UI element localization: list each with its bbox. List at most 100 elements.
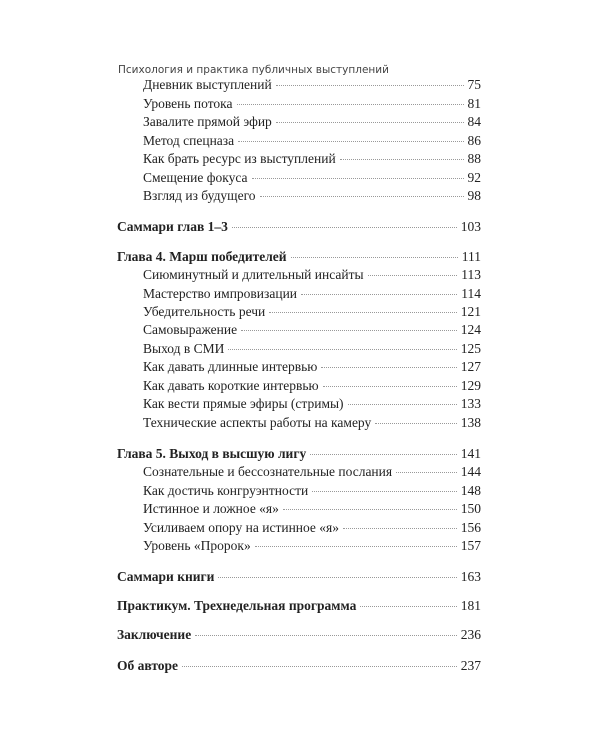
dot-leader xyxy=(282,509,457,510)
dot-leader xyxy=(238,141,464,142)
entry-title: Убедительность речи xyxy=(143,304,266,319)
dot-leader xyxy=(360,606,457,607)
page-number: 129 xyxy=(460,378,481,393)
page-number: 163 xyxy=(460,569,481,584)
page-number: 236 xyxy=(460,627,481,642)
dot-leader xyxy=(275,122,464,123)
entry-title: Взгляд из будущего xyxy=(143,188,256,203)
dot-leader xyxy=(339,159,464,160)
dot-leader xyxy=(182,666,457,667)
toc-entry: Взгляд из будущего 98 xyxy=(143,187,481,205)
page-number: 127 xyxy=(460,359,481,374)
page-number: 121 xyxy=(460,304,481,319)
dot-leader xyxy=(259,196,464,197)
page-number: 237 xyxy=(460,658,481,673)
page-number: 157 xyxy=(460,538,481,553)
running-header: Психология и практика публичных выступле… xyxy=(118,64,389,76)
entry-title: Глава 4. Марш победителей xyxy=(117,249,287,264)
entry-title: Сиюминутный и длительный инсайты xyxy=(143,267,364,282)
dot-leader xyxy=(367,275,458,276)
entry-title: Истинное и ложное «я» xyxy=(143,501,279,516)
toc-entry: Выход в СМИ 125 xyxy=(143,340,481,358)
toc-entry: Уровень «Пророк» 157 xyxy=(143,537,481,555)
entry-title: Выход в СМИ xyxy=(143,341,225,356)
toc-entry: Метод спецназа 86 xyxy=(143,132,481,150)
toc-chapter-entry: Заключение 236 xyxy=(117,626,481,644)
dot-leader xyxy=(322,386,457,387)
toc-entry: Как давать короткие интервью 129 xyxy=(143,377,481,395)
dot-leader xyxy=(310,454,457,455)
entry-title: Сознательные и бессознательные послания xyxy=(143,464,393,479)
entry-title: Усиливаем опору на истинное «я» xyxy=(143,520,340,535)
toc-chapter-entry: Об авторе 237 xyxy=(117,657,481,675)
toc-entry: Усиливаем опору на истинное «я» 156 xyxy=(143,519,481,537)
dot-leader xyxy=(254,546,457,547)
entry-title: Метод спецназа xyxy=(143,133,235,148)
entry-title: Как брать ресурс из выступлений xyxy=(143,151,336,166)
toc-entry: Как давать длинные интервью 127 xyxy=(143,358,481,376)
toc-chapter-entry: Саммари книги 163 xyxy=(117,568,481,586)
page-number: 88 xyxy=(467,151,482,166)
page-number: 75 xyxy=(467,77,482,92)
page-number: 92 xyxy=(467,170,482,185)
toc-entry: Самовыражение 124 xyxy=(143,321,481,339)
toc-entry: Уровень потока 81 xyxy=(143,95,481,113)
dot-leader xyxy=(343,528,457,529)
dot-leader xyxy=(228,349,457,350)
page-number: 124 xyxy=(460,322,481,337)
entry-title: Технические аспекты работы на камеру xyxy=(143,415,372,430)
dot-leader xyxy=(236,104,464,105)
dot-leader xyxy=(218,577,457,578)
entry-title: Мастерство импровизации xyxy=(143,286,298,301)
page-number: 144 xyxy=(460,464,481,479)
toc-entry: Сознательные и бессознательные послания 1… xyxy=(143,463,481,481)
toc-entry: Смещение фокуса 92 xyxy=(143,169,481,187)
page-number: 114 xyxy=(461,286,481,301)
toc-entry: Мастерство импровизации 114 xyxy=(143,285,481,303)
toc-entry: Истинное и ложное «я» 150 xyxy=(143,500,481,518)
entry-title: Самовыражение xyxy=(143,322,238,337)
dot-leader xyxy=(312,491,457,492)
toc-entry: Технические аспекты работы на камеру 138 xyxy=(143,414,481,432)
page-number: 113 xyxy=(461,267,481,282)
entry-title: Глава 5. Выход в высшую лигу xyxy=(117,446,307,461)
entry-title: Саммари книги xyxy=(117,569,215,584)
entry-title: Саммари глав 1–3 xyxy=(117,219,228,234)
page-number: 125 xyxy=(460,341,481,356)
toc-entry: Дневник выступлений 75 xyxy=(143,76,481,94)
dot-leader xyxy=(290,257,458,258)
page-number: 98 xyxy=(467,188,482,203)
dot-leader xyxy=(396,472,457,473)
dot-leader xyxy=(301,294,458,295)
toc-entry: Как вести прямые эфиры (стримы) 133 xyxy=(143,395,481,413)
entry-title: Как достичь конгруэнтности xyxy=(143,483,309,498)
page-number: 84 xyxy=(467,114,482,129)
entry-title: Как вести прямые эфиры (стримы) xyxy=(143,396,344,411)
entry-title: Об авторе xyxy=(117,658,179,673)
page-number: 148 xyxy=(460,483,481,498)
page-number: 111 xyxy=(461,249,481,264)
toc-entry: Как брать ресурс из выступлений 88 xyxy=(143,150,481,168)
dot-leader xyxy=(231,227,457,228)
toc-entry: Завалите прямой эфир 84 xyxy=(143,113,481,131)
page-number: 150 xyxy=(460,501,481,516)
page-number: 181 xyxy=(460,598,481,613)
entry-title: Практикум. Трехнедельная программа xyxy=(117,598,357,613)
entry-title: Дневник выступлений xyxy=(143,77,272,92)
dot-leader xyxy=(269,312,457,313)
dot-leader xyxy=(347,404,457,405)
toc-entry: Убедительность речи 121 xyxy=(143,303,481,321)
toc-chapter-entry: Глава 5. Выход в высшую лигу 141 xyxy=(117,445,481,463)
entry-title: Заключение xyxy=(117,627,192,642)
dot-leader xyxy=(195,635,457,636)
dot-leader xyxy=(275,85,464,86)
entry-title: Как давать длинные интервью xyxy=(143,359,318,374)
page-number: 86 xyxy=(467,133,482,148)
page-number: 138 xyxy=(460,415,481,430)
page-number: 141 xyxy=(460,446,481,461)
dot-leader xyxy=(321,367,457,368)
entry-title: Как давать короткие интервью xyxy=(143,378,319,393)
page-number: 156 xyxy=(460,520,481,535)
dot-leader xyxy=(241,330,457,331)
page-number: 103 xyxy=(460,219,481,234)
